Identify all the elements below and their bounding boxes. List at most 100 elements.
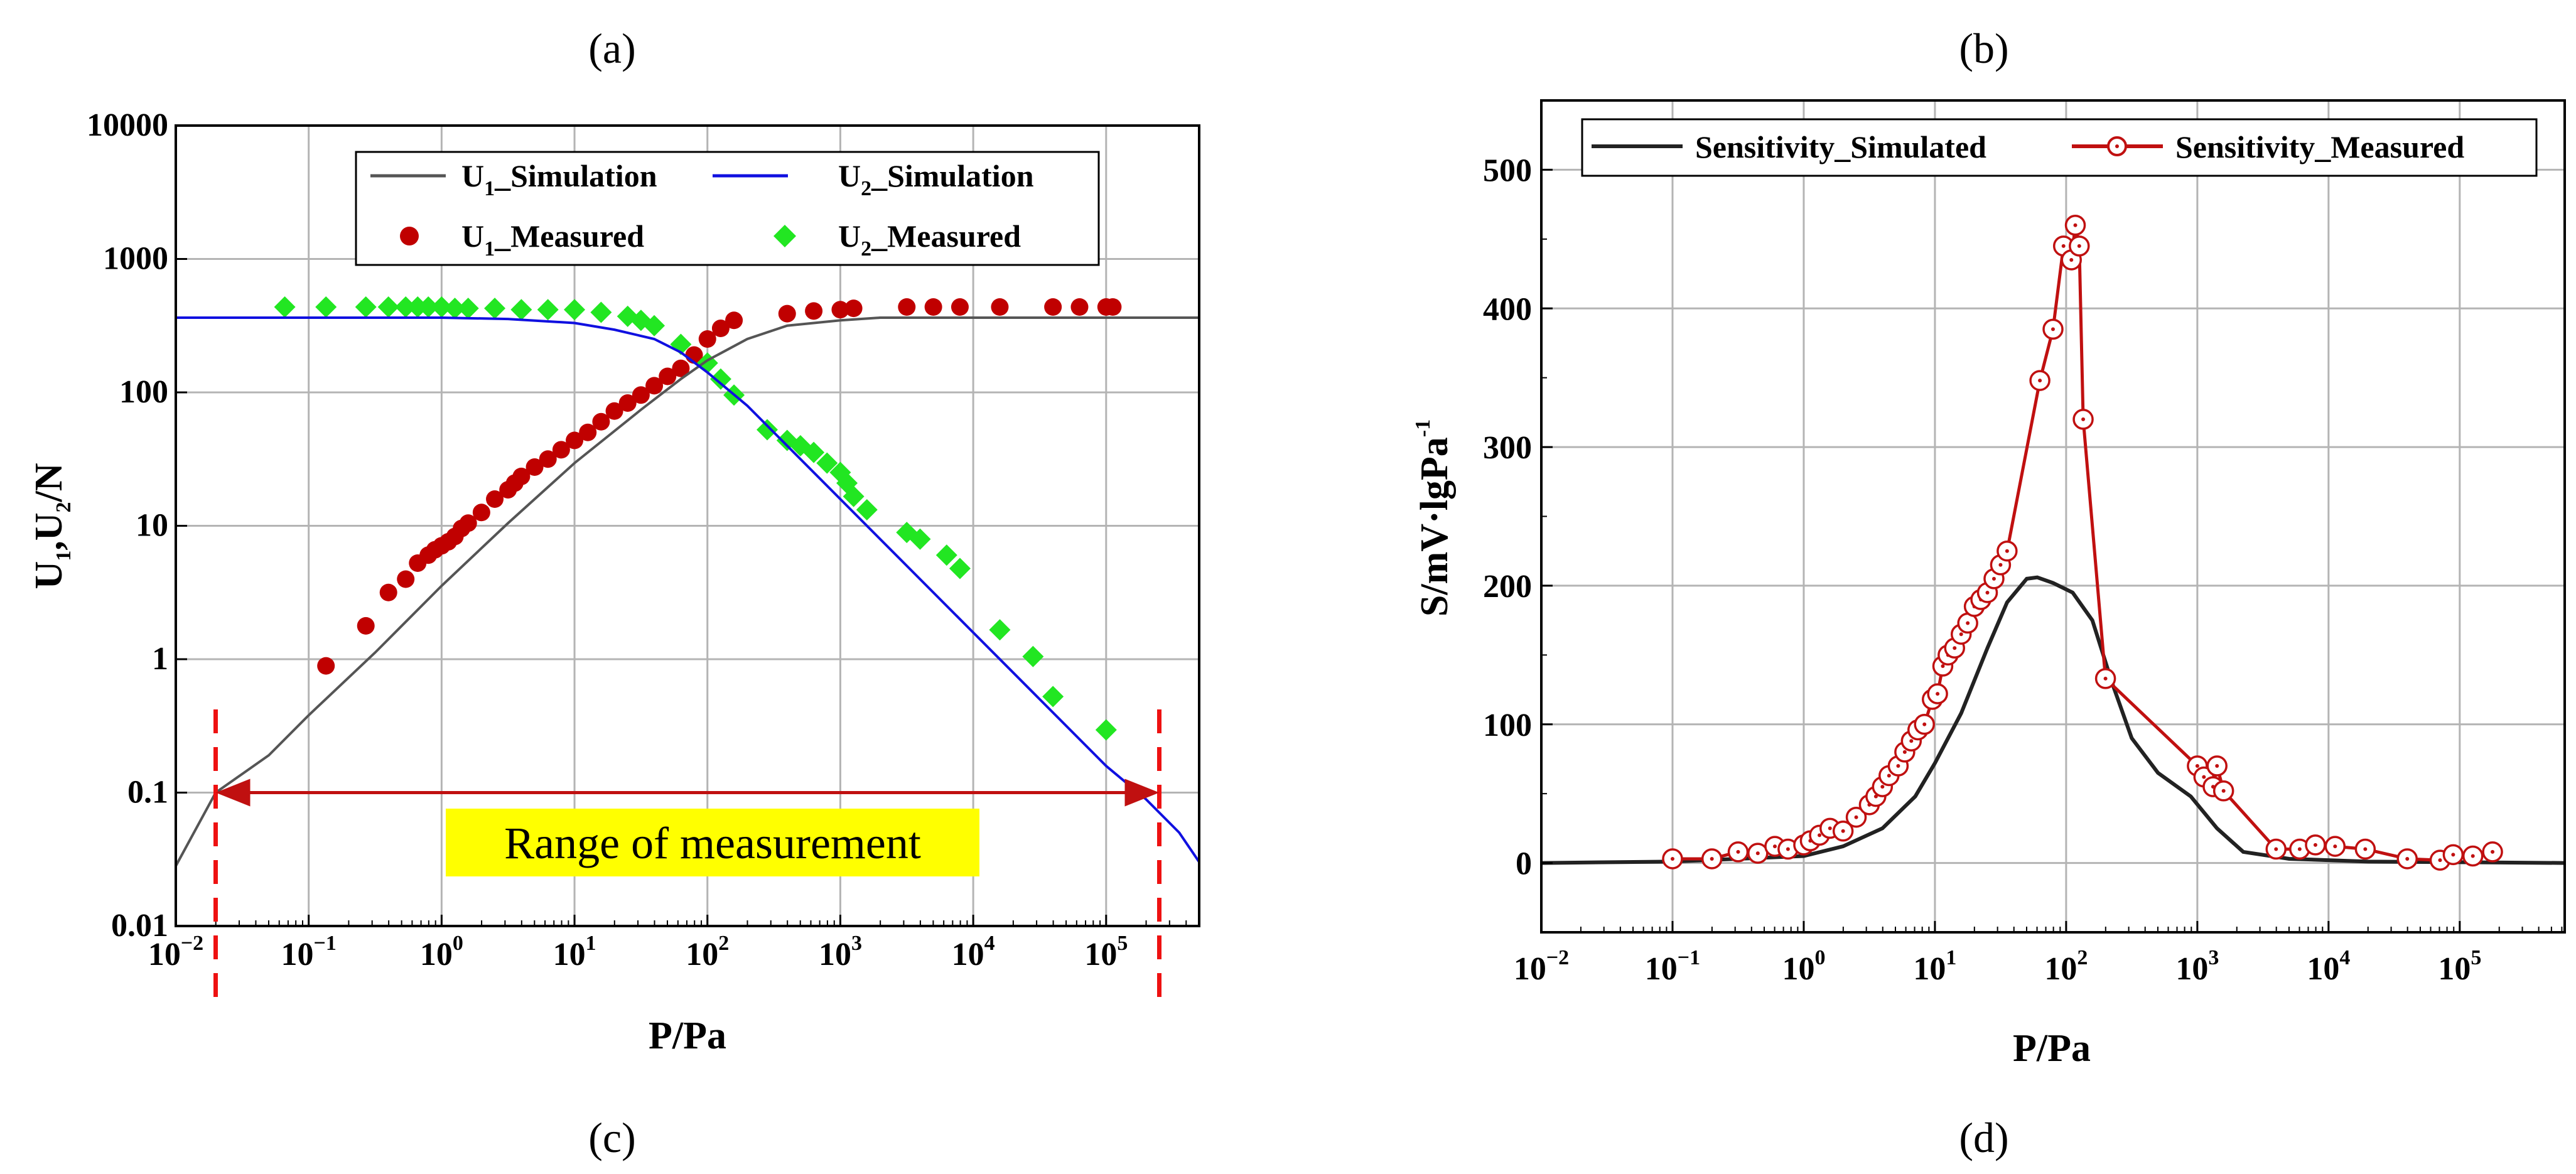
legend-u2-meas: U2_Measured: [838, 218, 1021, 261]
u1-measured-point: [1104, 298, 1122, 316]
right-legend-box: [1581, 118, 2538, 177]
left-y-tick-label: 1000: [103, 241, 168, 277]
range-arrow-left-head: [215, 778, 251, 807]
left-legend-box: [355, 151, 1100, 266]
right-x-tick-label: 105: [2438, 946, 2481, 987]
legend-u1-sim-main: U: [461, 158, 484, 193]
left-x-tick-label-exp: 3: [851, 932, 862, 955]
legend-u1-meas-marker: [400, 227, 419, 245]
sensitivity-measured-point-dot: [2313, 843, 2317, 847]
u2-measured-point: [843, 485, 865, 507]
left-x-tick-label: 101: [553, 932, 596, 972]
sensitivity-simulated-line: [1541, 575, 2565, 865]
u1-measured-point: [566, 431, 584, 450]
u2-measured-point: [816, 452, 838, 474]
sensitivity-measured-point-dot: [2363, 847, 2368, 851]
u2-measured-point: [315, 296, 337, 318]
right-y-label-main: S/mV·lgPa: [1413, 437, 1456, 617]
u2-measured-point: [644, 315, 666, 337]
sensitivity-measured-point-dot: [1991, 576, 1996, 581]
left-y-tick-label: 100: [119, 374, 168, 410]
left-y-label-comma: ,U: [28, 512, 70, 550]
left-y-label-sub1: 1: [52, 551, 75, 561]
right-y-tick-label: 400: [1483, 291, 1532, 327]
sensitivity-measured-point-dot: [1959, 632, 1963, 637]
right-plot-area: [1541, 215, 2565, 871]
u2-measured-point: [949, 557, 971, 579]
u1-measured-point: [991, 298, 1009, 316]
u1-measured-point: [486, 490, 504, 508]
left-y-label-u: U: [28, 561, 70, 590]
left-x-tick-label: 103: [819, 932, 862, 972]
u1-measured-point: [924, 298, 942, 316]
right-y-axis-label: S/mV·lgPa-1: [1411, 419, 1456, 617]
left-x-tick-label-base: 10: [952, 937, 984, 972]
u2-measured-point: [989, 619, 1011, 641]
legend-u2-sim-rest: _Simulation: [871, 158, 1034, 193]
u1-measured-point: [357, 617, 375, 635]
sensitivity-measured-point-dot: [2451, 853, 2455, 857]
left-y-tick-label: 10: [136, 508, 168, 544]
u2-measured-point: [510, 299, 532, 321]
legend-u1-meas-sub: 1: [484, 237, 495, 261]
sensitivity-measured-point-dot: [1818, 833, 1822, 837]
sensitivity-measured-point-dot: [1786, 847, 1790, 851]
u2-measured-point: [1042, 686, 1064, 708]
right-x-tick-label: 10−2: [1514, 946, 1569, 987]
legend-u2-meas-marker: [773, 225, 796, 247]
u1-measured-point: [605, 402, 623, 420]
sensitivity-measured-point-dot: [2438, 858, 2442, 863]
u2-measured-point: [418, 296, 439, 318]
right-x-tick-label-exp: 4: [2339, 946, 2350, 969]
sensitivity-measured-point-dot: [1710, 856, 1714, 861]
right-x-tick-label-base: 10: [1514, 951, 1546, 987]
sensitivity-measured-point-dot: [1909, 739, 1914, 743]
sensitivity-measured-point-dot: [1854, 815, 1858, 819]
left-x-tick-label-exp: 5: [1117, 932, 1128, 955]
u2-measured-point: [856, 499, 878, 520]
right-x-tick-label-exp: 2: [2077, 946, 2088, 969]
u1-measured-point: [552, 441, 570, 459]
u1-measured-point: [472, 504, 490, 522]
u2-measured-point: [355, 296, 377, 318]
sensitivity-measured-point-dot: [1998, 563, 2003, 567]
right-grid: [1540, 100, 2565, 932]
sensitivity-measured-point-dot: [2215, 764, 2219, 768]
left-y-axis-label: U1,U2/N: [28, 463, 75, 589]
right-x-tick-label-base: 10: [1913, 951, 1946, 987]
left-x-tick-label: 10−2: [148, 932, 203, 972]
u2-measured-point: [709, 368, 731, 390]
sensitivity-measured-point-dot: [1966, 621, 1970, 625]
u2-measured-point: [484, 298, 506, 320]
sensitivity-measured-point-dot: [2221, 789, 2226, 793]
sensitivity-measured-point-dot: [1755, 851, 1760, 856]
legend-u1-sim-rest: _Simulation: [494, 158, 657, 193]
left-y-tick-label: 0.1: [127, 775, 168, 810]
sensitivity-measured-point-dot: [2195, 764, 2199, 768]
left-x-tick-label-exp: −1: [314, 932, 337, 955]
range-arrow-right-head: [1124, 778, 1160, 807]
u2-measured-point: [757, 419, 779, 441]
u1-measured-point: [525, 458, 544, 476]
sensitivity-measured-point-dot: [2103, 676, 2108, 681]
left-x-tick-label-exp: 1: [586, 932, 596, 955]
right-x-tick-label: 101: [1913, 946, 1956, 987]
left-x-tick-label-base: 10: [686, 937, 718, 972]
panel-label-c: (c): [588, 1114, 635, 1161]
u1-measured-point: [579, 423, 597, 441]
u1-measured-point: [805, 302, 823, 320]
range-arrow: [213, 709, 1161, 1001]
left-legend: U1_Simulation U2_Simulation U1_Measured …: [355, 151, 1100, 266]
sensitivity-measured-point-dot: [2073, 223, 2078, 227]
legend-u1-meas-main: U: [461, 218, 484, 254]
right-x-tick-label-base: 10: [2438, 951, 2471, 987]
sensitivity-measured-point-dot: [2202, 775, 2206, 779]
left-x-tick-label-exp: 2: [718, 932, 729, 955]
sensitivity-measured-point-dot: [1941, 664, 1945, 668]
left-y-tick-label: 10000: [87, 107, 168, 143]
u1-measured-point: [459, 514, 477, 532]
u2-measured-point: [444, 298, 466, 320]
left-y-label-unit: /N: [28, 463, 70, 502]
left-x-tick-label-base: 10: [553, 937, 586, 972]
u1-measured-point: [951, 298, 969, 316]
